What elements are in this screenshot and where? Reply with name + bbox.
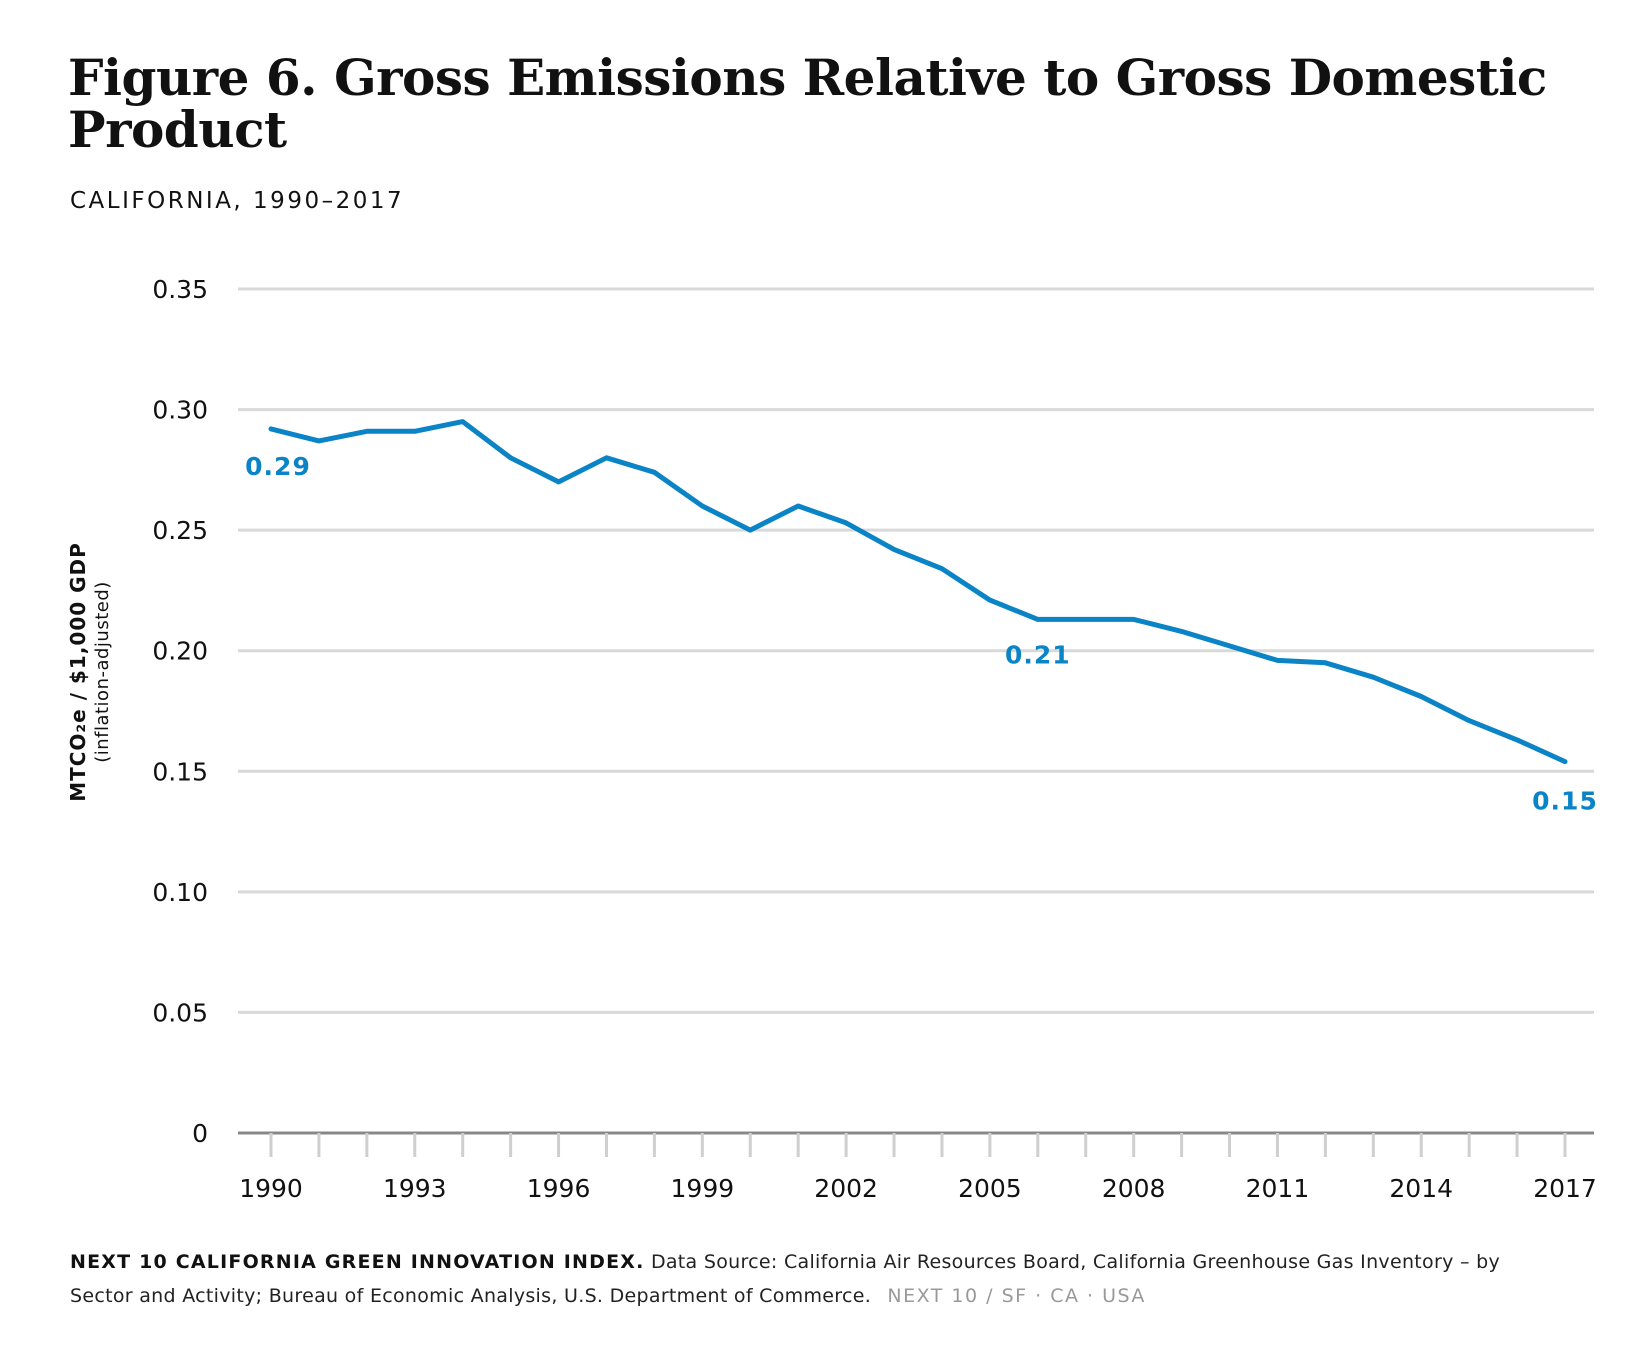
y-axis-sublabel: (inflation-adjusted) [92, 581, 113, 763]
y-tick-label: 0.25 [152, 516, 208, 545]
x-tick-label: 2014 [1389, 1174, 1453, 1203]
data-point [1323, 660, 1328, 665]
data-point [1371, 675, 1376, 680]
x-tick-label: 2008 [1102, 1174, 1166, 1203]
emissions-intensity-line [268, 419, 1568, 765]
data-label: 0.15 [1532, 787, 1598, 816]
brand-tag: NEXT 10 / SF · CA · USA [887, 1285, 1146, 1307]
data-point [1227, 643, 1232, 649]
y-tick-label: 0 [192, 1119, 208, 1148]
x-tick-label: 2011 [1246, 1174, 1310, 1203]
y-tick-label: 0.05 [152, 998, 208, 1027]
data-point [508, 455, 513, 460]
data-point [460, 419, 465, 424]
data-point [891, 547, 897, 552]
y-tick-label: 0.20 [152, 637, 208, 666]
data-point [268, 426, 274, 432]
data-label: 0.29 [245, 452, 311, 481]
y-axis-label: MTCO₂e / $1,000 GDP [66, 542, 90, 802]
data-point [1514, 737, 1520, 743]
data-point [795, 503, 801, 509]
x-tick-label: 2002 [814, 1174, 878, 1203]
chart-title: Figure 6. Gross Emissions Relative to Gr… [68, 48, 1547, 159]
x-tick-label: 2017 [1533, 1174, 1597, 1203]
data-point [1562, 759, 1568, 764]
data-point [1131, 617, 1136, 622]
data-point [748, 527, 753, 533]
data-point [1419, 694, 1424, 699]
data-point [364, 429, 370, 434]
data-point [1035, 617, 1041, 622]
x-tick-label: 1993 [383, 1174, 447, 1203]
data-point [412, 429, 417, 434]
data-label: 0.21 [1005, 640, 1071, 669]
y-tick-label: 0.15 [152, 757, 208, 786]
data-point [1083, 617, 1088, 622]
y-tick-label: 0.30 [152, 396, 208, 425]
data-point [556, 479, 561, 485]
data-point [1179, 629, 1184, 634]
data-point [1466, 718, 1472, 723]
data-point [939, 566, 945, 571]
source-title: NEXT 10 CALIFORNIA GREEN INNOVATION INDE… [70, 1251, 645, 1273]
y-tick-label: 0.10 [152, 878, 208, 907]
x-tick-label: 1996 [527, 1174, 591, 1203]
source-note: NEXT 10 CALIFORNIA GREEN INNOVATION INDE… [70, 1245, 1550, 1313]
x-tick-label: 2005 [958, 1174, 1022, 1203]
data-point [1275, 658, 1280, 663]
data-point [652, 470, 657, 475]
data-point [316, 438, 322, 444]
chart-subtitle: CALIFORNIA, 1990–2017 [70, 188, 405, 214]
data-point [604, 455, 609, 460]
y-tick-label: 0.35 [152, 275, 208, 304]
data-point [843, 520, 849, 526]
data-point [700, 503, 705, 509]
x-tick-label: 1990 [239, 1174, 303, 1203]
data-point [987, 597, 993, 603]
x-tick-label: 1999 [671, 1174, 735, 1203]
source-text: Data Source: California Air Resources Bo… [70, 1251, 1500, 1307]
